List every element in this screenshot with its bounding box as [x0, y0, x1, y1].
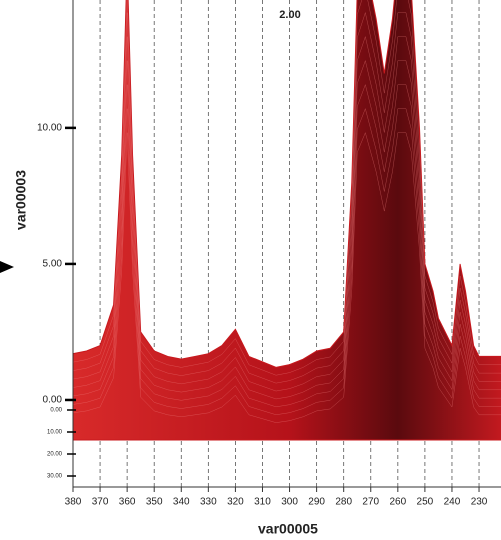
pointer-arrow	[0, 261, 14, 273]
x-tick-label: 310	[254, 497, 271, 508]
x-tick-label: 290	[308, 497, 325, 508]
x-tick-label: 250	[417, 497, 434, 508]
y-axis-label: var00003	[13, 170, 29, 230]
z-tick-label: 30.00	[47, 474, 63, 480]
x-tick-label: 270	[362, 497, 379, 508]
x-tick-label: 320	[227, 497, 244, 508]
surface-mesh	[72, 0, 501, 376]
x-tick-label: 260	[389, 497, 406, 508]
surface-mesh	[72, 84, 501, 408]
x-tick-label: 370	[92, 497, 109, 508]
z-tick-label: 10.00	[47, 430, 63, 436]
surface-mesh	[72, 132, 501, 423]
surface-mesh	[72, 59, 501, 400]
chart-title: 2.00	[279, 9, 300, 21]
x-tick-label: 230	[471, 497, 488, 508]
x-tick-label: 240	[444, 497, 461, 508]
z-tick-label: 0.00	[50, 408, 62, 414]
surface-mesh	[72, 108, 501, 415]
y-tick-label: 0.00	[43, 395, 63, 406]
x-axis-label: var00005	[258, 521, 318, 537]
surface-area	[72, 0, 501, 441]
surface-mesh	[72, 11, 501, 384]
z-tick-label: 20.00	[47, 452, 63, 458]
y-tick-label: 10.00	[37, 123, 62, 134]
x-tick-label: 300	[281, 497, 298, 508]
x-tick-label: 340	[173, 497, 190, 508]
x-tick-label: 360	[119, 497, 136, 508]
x-tick-label: 380	[65, 497, 82, 508]
y-tick-label: 5.00	[43, 259, 63, 270]
x-tick-label: 280	[335, 497, 352, 508]
x-tick-label: 330	[200, 497, 217, 508]
x-tick-label: 350	[146, 497, 163, 508]
surface-mesh	[72, 35, 501, 392]
